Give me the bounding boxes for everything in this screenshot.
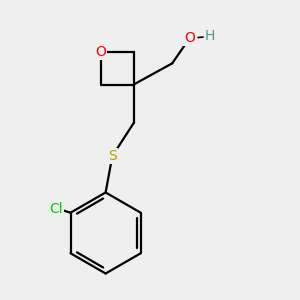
Text: Cl: Cl	[49, 202, 63, 216]
Text: H: H	[204, 29, 215, 43]
Text: S: S	[108, 149, 117, 163]
Text: O: O	[95, 45, 106, 59]
Text: O: O	[184, 31, 195, 45]
